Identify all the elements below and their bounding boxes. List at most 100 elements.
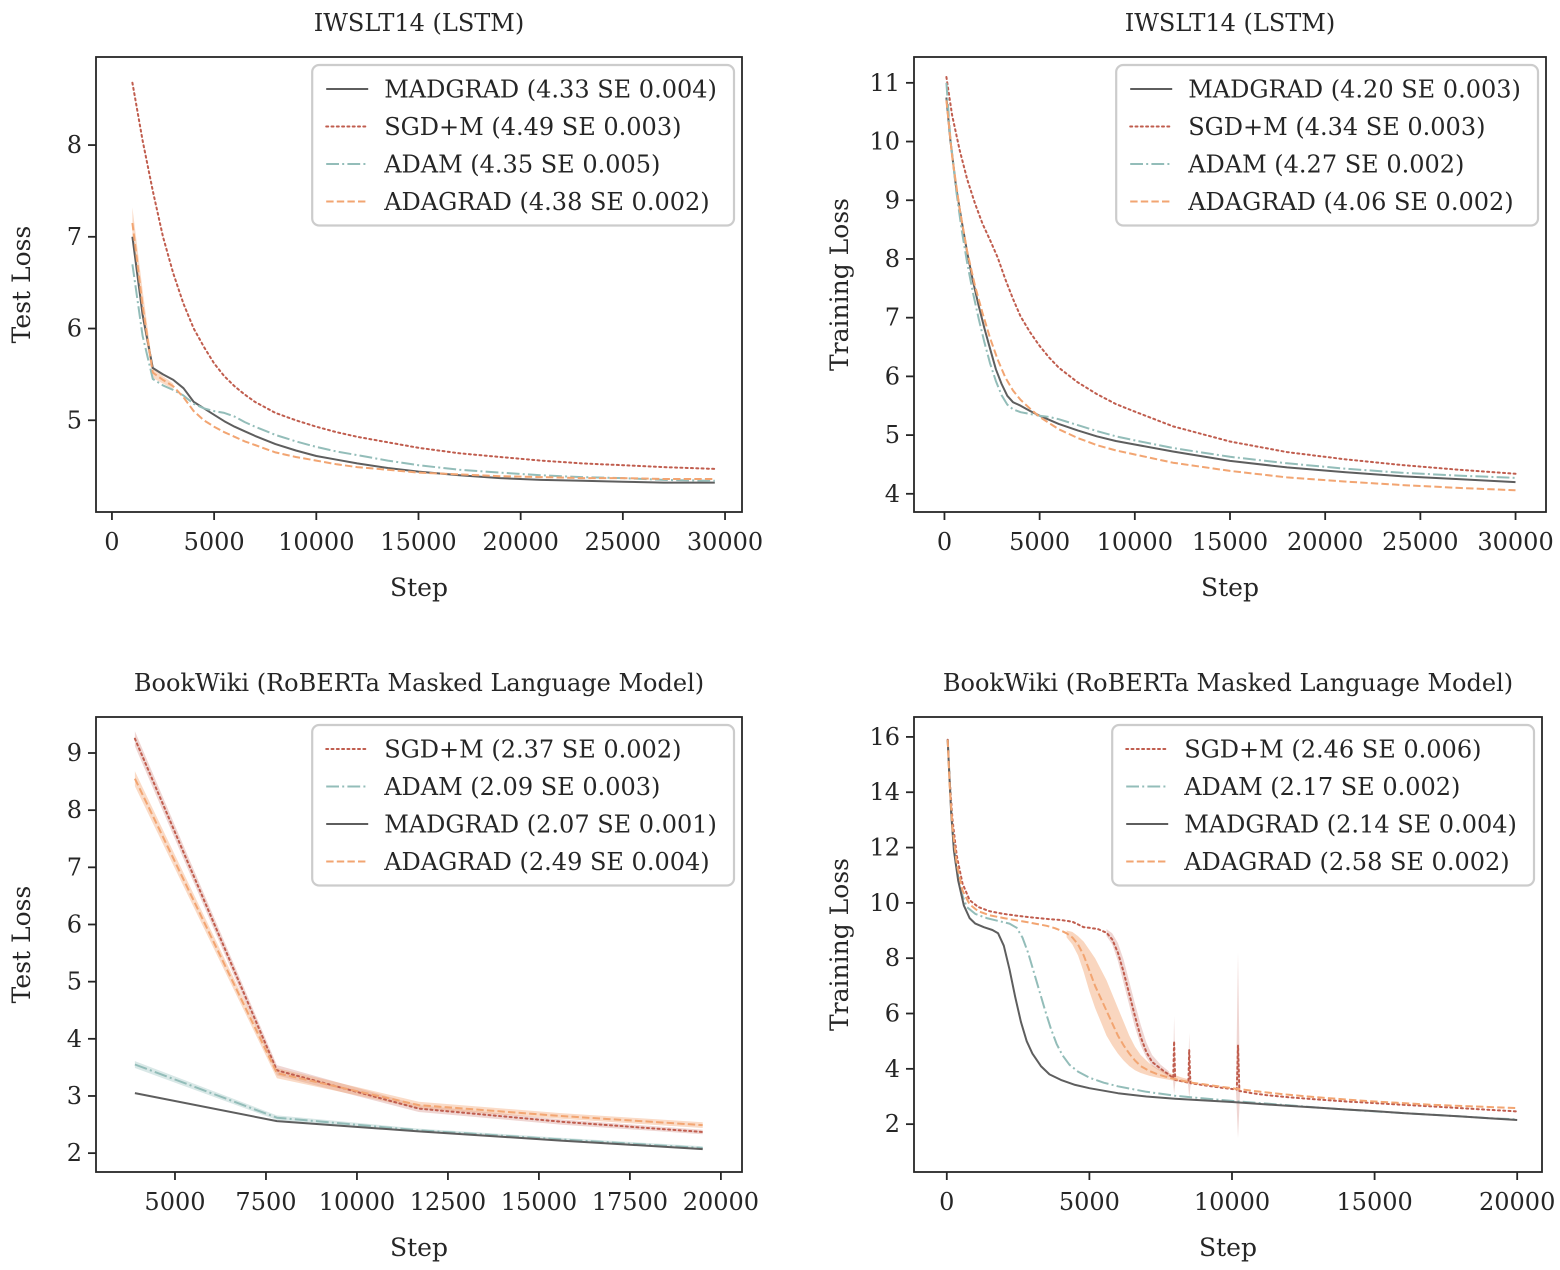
y-tick-label: 2 bbox=[67, 1139, 82, 1167]
legend-label: MADGRAD (4.20 SE 0.003) bbox=[1188, 76, 1521, 104]
legend-label: MADGRAD (2.07 SE 0.001) bbox=[384, 811, 717, 839]
y-tick-label: 5 bbox=[67, 406, 82, 434]
x-axis-label: Step bbox=[390, 1233, 448, 1262]
x-tick-label: 20000 bbox=[1287, 528, 1363, 556]
x-tick-label: 5000 bbox=[184, 528, 245, 556]
legend-label: ADAM (2.17 SE 0.002) bbox=[1183, 773, 1460, 801]
legend-label: SGD+M (4.49 SE 0.003) bbox=[384, 113, 681, 141]
series-line-adam bbox=[946, 739, 1518, 1121]
y-axis-label: Training Loss bbox=[825, 198, 854, 371]
y-tick-label: 8 bbox=[885, 944, 900, 972]
x-tick-label: 5000 bbox=[1059, 1188, 1120, 1216]
legend-entry: SGD+M (2.37 SE 0.002) bbox=[325, 736, 681, 764]
x-tick-label: 15000 bbox=[1192, 528, 1268, 556]
series-line-adagrad bbox=[131, 222, 715, 480]
series-line-adagrad bbox=[945, 100, 1516, 492]
x-axis-label: Step bbox=[390, 573, 448, 602]
y-tick-label: 4 bbox=[885, 1055, 900, 1083]
legend-box bbox=[1111, 723, 1536, 887]
x-tick-label: 10000 bbox=[319, 1188, 395, 1216]
y-tick-label: 6 bbox=[885, 1000, 900, 1028]
y-tick-label: 4 bbox=[885, 480, 900, 508]
plot-border bbox=[913, 56, 1547, 513]
chart-bookwiki-test-loss: BookWiki (RoBERTa Masked Language Model)… bbox=[7, 669, 759, 1262]
y-tick-label: 7 bbox=[885, 304, 900, 332]
series-line-madgrad bbox=[134, 1092, 703, 1151]
y-axis-label: Test Loss bbox=[7, 226, 36, 344]
legend-entry: ADAM (2.09 SE 0.003) bbox=[326, 773, 660, 801]
uncertainty-band-adagrad bbox=[132, 207, 174, 390]
legend-box bbox=[311, 63, 736, 227]
panel-title: IWSLT14 (LSTM) bbox=[314, 9, 524, 37]
y-axis-label: Training Loss bbox=[825, 858, 854, 1031]
y-tick-label: 6 bbox=[67, 910, 82, 938]
legend-box bbox=[1115, 63, 1540, 227]
legend-entry: MADGRAD (4.33 SE 0.004) bbox=[326, 76, 717, 104]
y-tick-label: 3 bbox=[67, 1082, 82, 1110]
legend-label: SGD+M (4.34 SE 0.003) bbox=[1188, 113, 1485, 141]
legend-box bbox=[311, 723, 736, 887]
legend-label: ADAGRAD (2.58 SE 0.002) bbox=[1183, 848, 1509, 876]
panel-iwslt14-test-loss: IWSLT14 (LSTM) Step Test Loss 0 5000 10000 150… bbox=[0, 0, 780, 635]
x-tick-label: 15000 bbox=[1336, 1188, 1412, 1216]
legend-label: MADGRAD (2.14 SE 0.004) bbox=[1184, 811, 1517, 839]
legend-entry: ADAM (2.17 SE 0.002) bbox=[1126, 773, 1460, 801]
legend-entry: MADGRAD (2.14 SE 0.004) bbox=[1126, 811, 1517, 839]
series-line-adam bbox=[134, 1063, 703, 1149]
x-tick-label: 17500 bbox=[592, 1188, 668, 1216]
series-line-adagrad bbox=[133, 778, 703, 1127]
x-tick-label: 12500 bbox=[410, 1188, 486, 1216]
x-axis-label: Step bbox=[1201, 573, 1259, 602]
x-tick-label: 15000 bbox=[501, 1188, 577, 1216]
x-tick-label: 0 bbox=[104, 528, 119, 556]
legend: MADGRAD (4.20 SE 0.003) SGD+M (4.34 SE 0.… bbox=[1115, 63, 1540, 227]
x-tick-label: 25000 bbox=[585, 528, 661, 556]
legend-entry: SGD+M (4.34 SE 0.003) bbox=[1129, 113, 1485, 141]
uncertainty-band-adagrad bbox=[1066, 930, 1193, 1084]
y-tick-label: 8 bbox=[885, 245, 900, 273]
x-tick-label: 5000 bbox=[144, 1188, 205, 1216]
series-line-sgdm bbox=[133, 737, 704, 1133]
legend-entry: ADAGRAD (4.06 SE 0.002) bbox=[1130, 188, 1514, 216]
series-line-adam bbox=[131, 264, 715, 482]
uncertainty-band-sgdm bbox=[1106, 929, 1170, 1078]
legend-entry: ADAM (4.27 SE 0.002) bbox=[1130, 151, 1464, 179]
panel-title: BookWiki (RoBERTa Masked Language Model) bbox=[134, 669, 704, 697]
y-axis-label: Test Loss bbox=[7, 886, 36, 1004]
x-tick-label: 10000 bbox=[1194, 1188, 1270, 1216]
x-tick-label: 20000 bbox=[683, 1188, 759, 1216]
legend-entry: MADGRAD (4.20 SE 0.003) bbox=[1130, 76, 1521, 104]
legend-entry: SGD+M (4.49 SE 0.003) bbox=[325, 113, 681, 141]
x-tick-label: 20000 bbox=[1479, 1188, 1555, 1216]
y-tick-label: 16 bbox=[869, 723, 900, 751]
y-tick-label: 10 bbox=[869, 128, 900, 156]
panel-bookwiki-training-loss: BookWiki (RoBERTa Masked Language Model)… bbox=[780, 635, 1560, 1270]
panel-title: IWSLT14 (LSTM) bbox=[1125, 9, 1335, 37]
legend: SGD+M (2.37 SE 0.002) ADAM (2.09 SE 0.003… bbox=[311, 723, 736, 887]
chart-bookwiki-training-loss: BookWiki (RoBERTa Masked Language Model)… bbox=[825, 669, 1555, 1262]
chart-iwslt14-test-loss: IWSLT14 (LSTM) Step Test Loss 0 5000 10000 150… bbox=[7, 9, 763, 602]
y-tick-label: 9 bbox=[885, 186, 900, 214]
y-tick-label: 12 bbox=[869, 834, 900, 862]
series-line-sgdm bbox=[945, 76, 1517, 475]
legend-label: SGD+M (2.37 SE 0.002) bbox=[384, 736, 681, 764]
y-tick-label: 7 bbox=[67, 853, 82, 881]
x-tick-label: 20000 bbox=[482, 528, 558, 556]
series-line-madgrad bbox=[945, 97, 1516, 484]
series-line-madgrad bbox=[946, 739, 1518, 1121]
series-line-madgrad bbox=[131, 236, 715, 484]
x-tick-label: 10000 bbox=[1097, 528, 1173, 556]
series-line-adam bbox=[945, 82, 1516, 479]
x-tick-label: 5000 bbox=[1009, 528, 1070, 556]
legend-label: ADAM (2.09 SE 0.003) bbox=[383, 773, 660, 801]
legend-label: ADAGRAD (4.38 SE 0.002) bbox=[383, 188, 709, 216]
legend-entry: SGD+M (2.46 SE 0.006) bbox=[1125, 736, 1481, 764]
x-tick-label: 0 bbox=[937, 528, 952, 556]
y-tick-label: 8 bbox=[67, 131, 82, 159]
x-tick-label: 0 bbox=[939, 1188, 954, 1216]
x-tick-label: 15000 bbox=[380, 528, 456, 556]
plot-border bbox=[95, 716, 743, 1173]
panel-title: BookWiki (RoBERTa Masked Language Model) bbox=[943, 669, 1513, 697]
x-tick-label: 30000 bbox=[1477, 528, 1553, 556]
